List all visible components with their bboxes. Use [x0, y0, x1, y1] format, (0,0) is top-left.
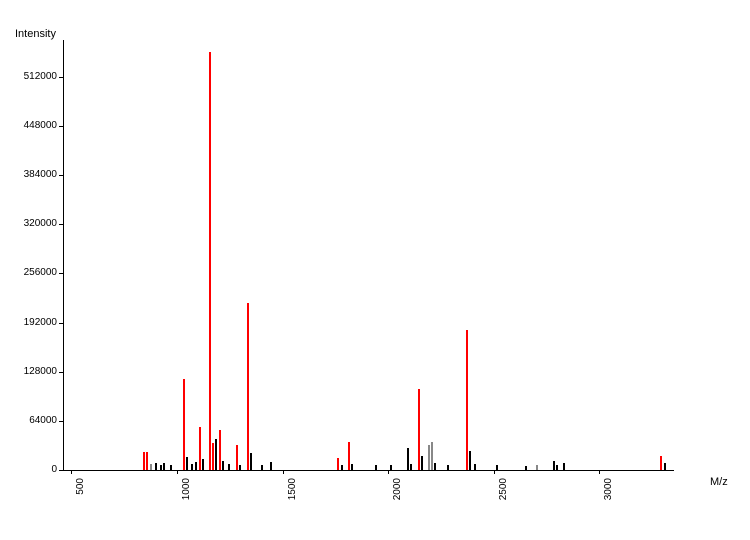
- y-tick: [59, 470, 63, 471]
- x-tick: [494, 470, 495, 474]
- spectrum-peak: [390, 465, 392, 470]
- x-tick: [283, 470, 284, 474]
- x-tick-label: 2000: [392, 478, 403, 518]
- spectrum-peak: [202, 459, 204, 470]
- spectrum-peak: [351, 464, 353, 470]
- spectrum-peak: [160, 465, 162, 470]
- spectrum-peak: [270, 462, 272, 470]
- y-tick-label: 128000: [7, 366, 57, 377]
- y-tick: [59, 273, 63, 274]
- x-axis-label: M/z: [710, 476, 728, 488]
- y-tick: [59, 421, 63, 422]
- y-tick-label: 0: [7, 464, 57, 475]
- spectrum-peak: [434, 463, 436, 470]
- spectrum-peak: [155, 463, 157, 470]
- mass-spectrum-chart: Intensity M/z 0 64000 128000 192000 256000 32…: [0, 0, 750, 540]
- spectrum-peak: [228, 464, 230, 470]
- spectrum-peak: [563, 463, 565, 470]
- spectrum-peak: [222, 461, 224, 470]
- spectrum-peak: [146, 452, 148, 470]
- y-tick-label: 384000: [7, 169, 57, 180]
- x-tick: [71, 470, 72, 474]
- x-tick: [177, 470, 178, 474]
- spectrum-peak: [536, 465, 538, 470]
- spectrum-peak: [163, 463, 165, 470]
- spectrum-peak: [236, 445, 238, 470]
- spectrum-peak: [496, 465, 498, 470]
- y-tick: [59, 372, 63, 373]
- spectrum-peak: [183, 379, 185, 470]
- spectrum-peak: [525, 466, 527, 470]
- spectrum-peak: [209, 52, 211, 470]
- spectrum-peak: [199, 427, 201, 470]
- x-tick-label: 1000: [181, 478, 192, 518]
- spectrum-peak: [212, 443, 214, 470]
- spectrum-peak: [556, 465, 558, 470]
- spectrum-peak: [250, 453, 252, 470]
- y-tick: [59, 323, 63, 324]
- spectrum-peak: [247, 303, 249, 470]
- spectrum-peak: [341, 465, 343, 470]
- x-tick: [388, 470, 389, 474]
- spectrum-peak: [150, 464, 152, 470]
- y-axis-label: Intensity: [15, 28, 56, 40]
- spectrum-peak: [474, 464, 476, 470]
- spectrum-peak: [195, 462, 197, 470]
- spectrum-peak: [664, 463, 666, 470]
- y-tick: [59, 175, 63, 176]
- spectrum-peak: [421, 456, 423, 470]
- x-tick-label: 2500: [498, 478, 509, 518]
- spectrum-peak: [186, 457, 188, 470]
- x-tick-label: 3000: [603, 478, 614, 518]
- spectrum-peak: [447, 465, 449, 470]
- y-tick: [59, 77, 63, 78]
- y-tick-label: 448000: [7, 120, 57, 131]
- spectrum-peak: [428, 445, 430, 470]
- spectrum-peak: [553, 461, 555, 470]
- y-tick: [59, 224, 63, 225]
- spectrum-peak: [431, 442, 433, 470]
- spectrum-peak: [407, 448, 409, 470]
- spectrum-peak: [348, 442, 350, 470]
- y-tick-label: 64000: [7, 415, 57, 426]
- spectrum-peak: [219, 430, 221, 470]
- spectrum-peak: [466, 330, 468, 470]
- spectrum-peak: [469, 451, 471, 470]
- spectrum-peak: [143, 452, 145, 470]
- spectrum-peak: [215, 439, 217, 470]
- y-tick-label: 512000: [7, 71, 57, 82]
- y-tick-label: 256000: [7, 267, 57, 278]
- spectrum-peak: [191, 464, 193, 470]
- spectrum-peak: [418, 389, 420, 470]
- plot-area: [63, 40, 674, 471]
- spectrum-peak: [410, 464, 412, 470]
- y-tick-label: 320000: [7, 218, 57, 229]
- x-tick-label: 1500: [287, 478, 298, 518]
- x-tick-label: 500: [75, 478, 86, 518]
- spectrum-peak: [170, 465, 172, 470]
- spectrum-peak: [261, 465, 263, 470]
- spectrum-peak: [239, 465, 241, 470]
- y-tick: [59, 126, 63, 127]
- spectrum-peak: [660, 456, 662, 470]
- y-tick-label: 192000: [7, 317, 57, 328]
- spectrum-peak: [337, 458, 339, 470]
- x-tick: [599, 470, 600, 474]
- spectrum-peak: [375, 465, 377, 470]
